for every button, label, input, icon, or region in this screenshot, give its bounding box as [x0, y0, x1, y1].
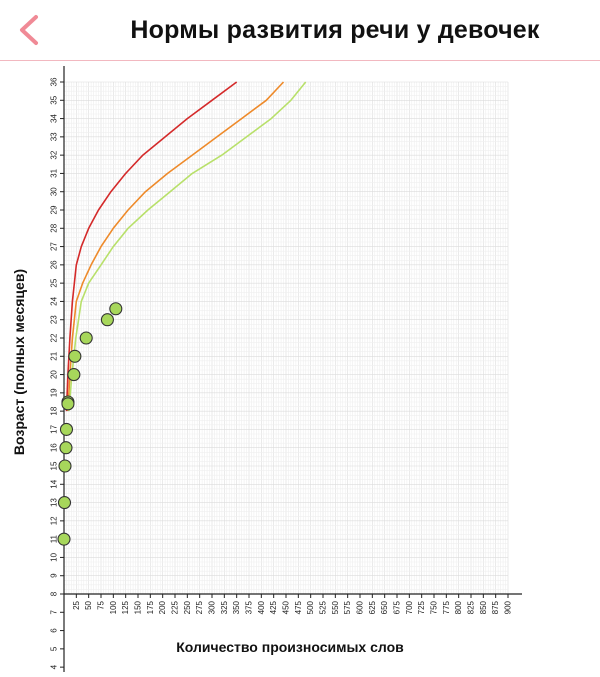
y-tick-label: 10 — [50, 552, 59, 561]
y-tick-label: 21 — [50, 351, 59, 360]
page-title: Нормы развития речи у девочек — [130, 16, 540, 44]
y-tick-label: 12 — [50, 516, 59, 525]
y-tick-label: 22 — [50, 333, 59, 342]
norm-curve-3 — [68, 81, 307, 412]
data-point — [67, 368, 81, 382]
y-tick-label: 35 — [50, 95, 59, 104]
y-tick-label: 31 — [50, 168, 59, 177]
x-tick-label: 175 — [146, 600, 155, 614]
x-tick-label: 675 — [393, 600, 402, 614]
y-tick-label: 36 — [50, 77, 59, 86]
y-tick-label: 32 — [50, 150, 59, 159]
y-tick-label: 13 — [50, 498, 59, 507]
y-tick-label: 28 — [50, 223, 59, 232]
x-tick-label: 550 — [331, 600, 340, 614]
y-tick-label: 23 — [50, 315, 59, 324]
x-tick-label: 725 — [417, 600, 426, 614]
x-tick-label: 25 — [72, 600, 81, 609]
x-tick-label: 775 — [442, 600, 451, 614]
data-point — [59, 441, 73, 455]
y-tick-label: 4 — [50, 664, 59, 669]
data-point — [109, 302, 123, 316]
x-tick-label: 700 — [405, 600, 414, 614]
y-tick-label: 17 — [50, 424, 59, 433]
x-tick-label: 425 — [269, 600, 278, 614]
x-tick-label: 75 — [97, 600, 106, 609]
y-tick-label: 8 — [50, 591, 59, 596]
x-tick-label: 250 — [183, 600, 192, 614]
x-tick-label: 850 — [479, 600, 488, 614]
x-tick-label: 650 — [380, 600, 389, 614]
norm-curve-1 — [65, 81, 238, 412]
data-point — [57, 496, 72, 510]
x-tick-label: 500 — [306, 600, 315, 614]
data-point — [79, 331, 93, 345]
x-tick-label: 400 — [257, 600, 266, 614]
y-tick-label: 29 — [50, 205, 59, 214]
y-tick-label: 25 — [50, 278, 59, 287]
data-point — [68, 349, 82, 363]
y-axis-label: Возраст (полных месяцев) — [11, 269, 27, 455]
x-tick-label: 100 — [109, 600, 118, 614]
x-tick-label: 350 — [232, 600, 241, 614]
x-tick-label: 200 — [158, 600, 167, 614]
y-tick-label: 34 — [50, 114, 59, 123]
y-tick-label: 6 — [50, 628, 59, 633]
x-tick-label: 600 — [356, 600, 365, 614]
x-tick-label: 50 — [84, 600, 93, 609]
x-tick-label: 375 — [245, 600, 254, 614]
x-tick-label: 475 — [294, 600, 303, 614]
x-tick-label: 625 — [368, 600, 377, 614]
y-tick-label: 5 — [50, 646, 59, 651]
x-tick-label: 575 — [343, 600, 352, 614]
x-tick-label: 225 — [171, 600, 180, 614]
y-tick-label: 19 — [50, 388, 59, 397]
y-tick-label: 9 — [50, 573, 59, 578]
data-point — [59, 422, 74, 436]
y-tick-label: 33 — [50, 132, 59, 141]
x-tick-label: 875 — [491, 600, 500, 614]
data-point — [61, 397, 75, 411]
y-tick-label: 7 — [50, 610, 59, 615]
y-tick-label: 26 — [50, 260, 59, 269]
x-tick-label: 125 — [121, 600, 130, 614]
x-tick-label: 150 — [134, 600, 143, 614]
x-tick-label: 900 — [504, 600, 513, 614]
x-tick-label: 325 — [220, 600, 229, 614]
x-tick-label: 750 — [430, 600, 439, 614]
x-tick-label: 300 — [208, 600, 217, 614]
x-tick-label: 525 — [319, 600, 328, 614]
x-tick-label: 450 — [282, 600, 291, 614]
x-tick-label: 825 — [467, 600, 476, 614]
y-tick-label: 18 — [50, 406, 59, 415]
data-point — [57, 532, 71, 546]
y-tick-label: 27 — [50, 242, 59, 251]
speech-norms-chart: 4 5 6 7 8 9 10 11 12 13 14 15 16 17 18 19 20 21 22 23 24 25 26… — [0, 62, 600, 672]
y-tick-label: 30 — [50, 187, 59, 196]
y-tick-label: 15 — [50, 461, 59, 470]
top-bar: Нормы развития речи у девочек — [0, 0, 600, 61]
y-tick-label: 24 — [50, 296, 59, 305]
chevron-left-icon[interactable] — [14, 14, 44, 46]
y-tick-label: 20 — [50, 370, 59, 379]
x-tick-label: 800 — [454, 600, 463, 614]
y-tick-label: 11 — [50, 534, 59, 543]
x-tick-label: 275 — [195, 600, 204, 614]
norm-curve-2 — [67, 81, 285, 412]
x-axis-label: Количество произносимых слов — [176, 639, 404, 655]
y-tick-label: 14 — [50, 479, 59, 488]
data-point — [100, 313, 114, 327]
chart-svg: 4 5 6 7 8 9 10 11 12 13 14 15 16 17 18 19 20 21 22 23 24 25 26… — [11, 66, 522, 672]
y-tick-label: 16 — [50, 443, 59, 452]
data-point — [58, 459, 72, 473]
